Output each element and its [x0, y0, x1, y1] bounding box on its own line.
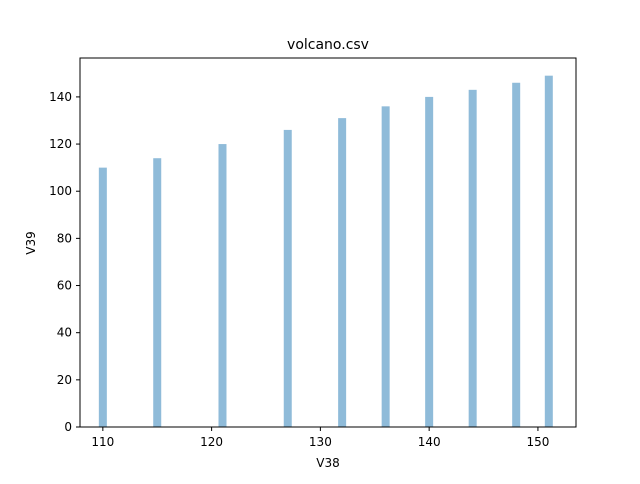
y-tick-label: 40	[57, 326, 72, 340]
y-tick-label: 100	[49, 184, 72, 198]
bar-144	[468, 89, 477, 427]
ticks-layer: 110 120 130 140 150 0 20 40 60 80 100 120 140	[49, 90, 549, 449]
x-tick-label: 110	[91, 435, 114, 449]
x-tick-label: 130	[309, 435, 332, 449]
x-tick-label: 120	[200, 435, 223, 449]
x-axis-label: V38	[316, 456, 339, 470]
bar-151	[544, 75, 553, 428]
plot-frame	[79, 57, 577, 428]
y-tick-label: 0	[64, 420, 72, 434]
bar-115	[153, 158, 162, 427]
bar-140	[425, 96, 434, 428]
x-tick-label: 150	[526, 435, 549, 449]
bar-127	[283, 129, 292, 427]
chart-title: volcano.csv	[287, 37, 369, 53]
bar-132	[338, 118, 347, 428]
bar-136	[381, 106, 390, 427]
bars-layer	[98, 75, 553, 428]
bar-110	[98, 167, 107, 427]
y-tick-label: 60	[57, 279, 72, 293]
y-tick-label: 20	[57, 373, 72, 387]
y-tick-label: 120	[49, 137, 72, 151]
y-axis-label: V39	[24, 231, 38, 254]
y-tick-label: 80	[57, 231, 72, 245]
y-tick-label: 140	[49, 90, 72, 104]
x-tick-label: 140	[418, 435, 441, 449]
bar-148	[512, 82, 521, 427]
bar-121	[218, 144, 227, 427]
